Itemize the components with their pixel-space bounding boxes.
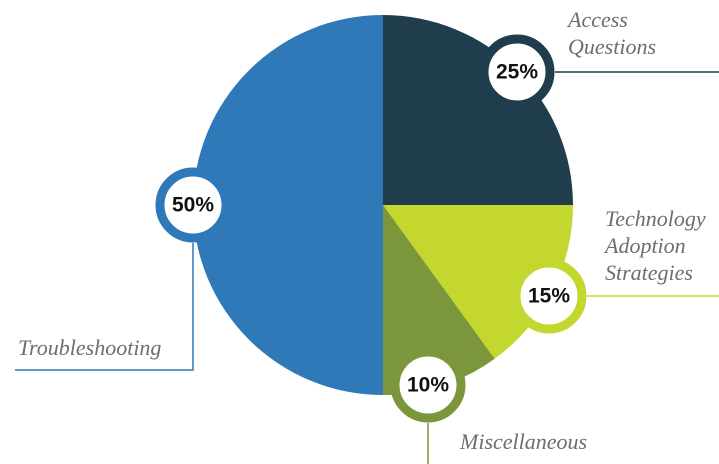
percent-label: 25% (496, 61, 538, 84)
category-label: Troubleshooting (18, 335, 162, 360)
badge (511, 258, 587, 334)
percent-label: 10% (407, 374, 449, 397)
pie-slice (193, 15, 383, 395)
category-label: Miscellaneous (460, 429, 588, 454)
badge (479, 34, 555, 110)
category-label: Access Questions (568, 7, 656, 59)
percent-label: 50% (172, 194, 214, 217)
percent-label: 15% (528, 285, 570, 308)
pie-slice (383, 205, 495, 395)
pie-slice (383, 15, 573, 205)
category-label: Technology Adoption Strategies (605, 206, 706, 285)
badge (155, 167, 231, 243)
badge (390, 347, 466, 423)
leader-line (15, 243, 194, 371)
